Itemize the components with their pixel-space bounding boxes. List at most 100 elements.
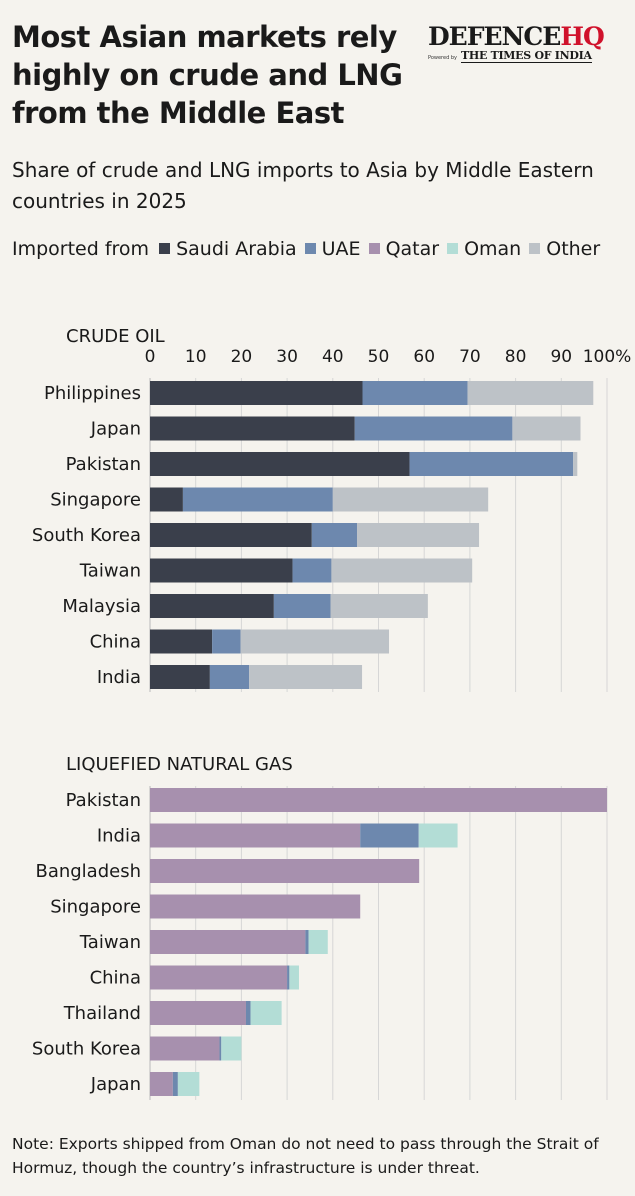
bar-segment-other bbox=[512, 416, 581, 441]
bar-segment-uae bbox=[292, 558, 332, 583]
x-tick-label: 0 bbox=[145, 347, 156, 367]
bar-row-pakistan: Pakistan bbox=[66, 452, 578, 476]
bar-segment-qatar bbox=[150, 823, 361, 848]
panel-title: LIQUEFIED NATURAL GAS bbox=[66, 754, 293, 775]
category-label: Singapore bbox=[50, 897, 141, 918]
category-label: China bbox=[90, 968, 141, 989]
bar-segment-other bbox=[357, 523, 480, 547]
bar-segment-other bbox=[249, 665, 363, 689]
bar-segment-saudi-arabia bbox=[150, 523, 312, 547]
logo-main-text: DEFENCE bbox=[428, 22, 561, 51]
bar-row-india: India bbox=[97, 665, 363, 689]
category-label: Taiwan bbox=[79, 932, 141, 953]
bar-segment-uae bbox=[362, 381, 468, 405]
logo-accent-text: HQ bbox=[560, 22, 604, 51]
category-label: Malaysia bbox=[62, 596, 141, 617]
bar-segment-qatar bbox=[150, 788, 607, 812]
bar-segment-oman bbox=[250, 1001, 282, 1025]
legend-item-other: Other bbox=[529, 234, 600, 265]
x-tick-label: 80 bbox=[505, 347, 527, 367]
bar-segment-other bbox=[240, 629, 390, 654]
bar-segment-uae bbox=[212, 629, 241, 654]
bar-segment-uae bbox=[305, 930, 309, 954]
chart-panel-liquefied-natural-gas: LIQUEFIED NATURAL GAS Pakistan India Bangla… bbox=[32, 754, 608, 1100]
bar-segment-oman bbox=[221, 1036, 242, 1061]
category-label: Japan bbox=[90, 419, 141, 440]
legend-item-uae: UAE bbox=[304, 234, 361, 265]
legend-label: Imported from bbox=[12, 238, 150, 260]
category-label: South Korea bbox=[32, 525, 141, 546]
x-tick-label: 20 bbox=[231, 347, 253, 367]
bar-row-bangladesh: Bangladesh bbox=[35, 859, 420, 883]
x-tick-label: 100% bbox=[583, 347, 632, 367]
bar-row-thailand: Thailand bbox=[63, 1001, 282, 1025]
x-tick-label: 10 bbox=[185, 347, 207, 367]
bar-row-singapore: Singapore bbox=[50, 487, 489, 512]
category-label: Japan bbox=[90, 1074, 141, 1095]
bar-segment-saudi-arabia bbox=[150, 487, 183, 512]
bar-segment-other bbox=[573, 452, 578, 476]
bar-row-india: India bbox=[97, 823, 458, 848]
bar-row-china: China bbox=[90, 965, 299, 990]
logo-powered-by: Powered by bbox=[428, 55, 457, 61]
category-label: India bbox=[97, 667, 141, 688]
bar-segment-uae bbox=[182, 487, 333, 512]
bar-segment-oman bbox=[308, 930, 328, 954]
bar-segment-uae bbox=[273, 594, 331, 618]
legend: Imported from Saudi Arabia UAE Qatar Oman Oth… bbox=[12, 234, 612, 265]
x-tick-label: 70 bbox=[459, 347, 481, 367]
bar-segment-qatar bbox=[150, 965, 288, 990]
legend-items: Saudi Arabia UAE Qatar Oman Other bbox=[159, 238, 608, 260]
category-label: Singapore bbox=[50, 490, 141, 511]
bar-row-japan: Japan bbox=[90, 1072, 200, 1096]
legend-item-oman: Oman bbox=[447, 234, 521, 265]
category-label: China bbox=[90, 632, 141, 653]
footnote: Note: Exports shipped from Oman do not n… bbox=[12, 1135, 599, 1177]
bar-segment-saudi-arabia bbox=[150, 629, 213, 654]
bar-row-south-korea: South Korea bbox=[32, 1036, 242, 1061]
brand-logo: DEFENCEHQ Powered by THE TIMES OF INDIA bbox=[428, 22, 628, 63]
category-label: Taiwan bbox=[79, 561, 141, 582]
chart-title: Most Asian markets rely highly on crude … bbox=[12, 20, 403, 130]
category-label: Philippines bbox=[44, 383, 141, 404]
logo-partner: THE TIMES OF INDIA bbox=[460, 49, 592, 63]
bar-segment-uae bbox=[311, 523, 358, 547]
bar-segment-saudi-arabia bbox=[150, 452, 410, 476]
bar-row-pakistan: Pakistan bbox=[66, 788, 607, 812]
category-label: Bangladesh bbox=[35, 861, 141, 882]
bar-row-china: China bbox=[90, 629, 390, 654]
bar-segment-uae bbox=[245, 1001, 251, 1025]
bar-segment-uae bbox=[219, 1036, 222, 1061]
bar-segment-qatar bbox=[150, 1001, 246, 1025]
legend-text-saudi-arabia: Saudi Arabia bbox=[176, 238, 297, 260]
legend-swatch-oman bbox=[447, 243, 459, 254]
legend-swatch-other bbox=[529, 243, 541, 254]
bar-segment-oman bbox=[289, 965, 299, 990]
legend-item-qatar: Qatar bbox=[368, 234, 439, 265]
bar-segment-other bbox=[332, 487, 489, 512]
bar-segment-saudi-arabia bbox=[150, 594, 274, 618]
logo-partner-line: Powered by THE TIMES OF INDIA bbox=[428, 49, 628, 63]
bar-segment-uae bbox=[287, 965, 290, 990]
bar-row-singapore: Singapore bbox=[50, 894, 361, 919]
bar-segment-uae bbox=[354, 416, 513, 441]
bar-segment-saudi-arabia bbox=[150, 381, 363, 405]
bar-segment-saudi-arabia bbox=[150, 416, 355, 441]
bar-segment-other bbox=[330, 594, 428, 618]
bar-segment-saudi-arabia bbox=[150, 665, 210, 689]
x-tick-label: 30 bbox=[276, 347, 298, 367]
bar-segment-uae bbox=[409, 452, 574, 476]
chart-subtitle: Share of crude and LNG imports to Asia b… bbox=[12, 158, 594, 213]
bar-segment-saudi-arabia bbox=[150, 558, 293, 583]
x-tick-label: 90 bbox=[550, 347, 572, 367]
category-label: India bbox=[97, 826, 141, 847]
bar-row-japan: Japan bbox=[90, 416, 581, 441]
category-label: Pakistan bbox=[66, 454, 141, 475]
bar-segment-qatar bbox=[150, 1036, 220, 1061]
legend-swatch-uae bbox=[304, 243, 316, 254]
bar-segment-uae bbox=[209, 665, 250, 689]
legend-text-uae: UAE bbox=[321, 238, 361, 260]
bar-row-philippines: Philippines bbox=[44, 381, 594, 405]
category-label: South Korea bbox=[32, 1039, 141, 1060]
